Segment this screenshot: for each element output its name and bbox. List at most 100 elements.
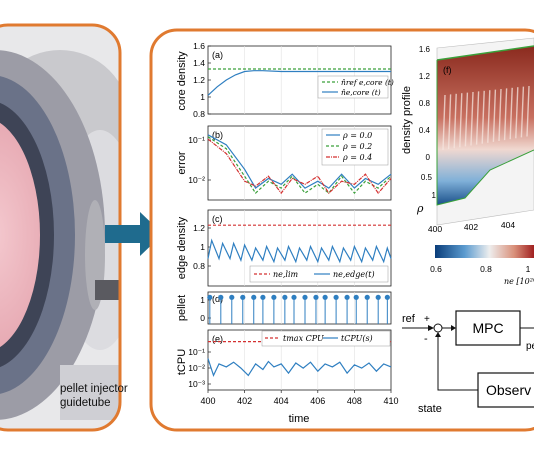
surface-tag: (f) — [443, 65, 452, 75]
surface-streak — [464, 92, 469, 147]
xtick-label-5: 410 — [383, 396, 398, 406]
ytick-label-c-2: 0.8 — [193, 261, 205, 271]
xtick-label-2: 404 — [274, 396, 289, 406]
plot-c: edge density (c) 1.2 1 0.8 ne,lim ne,edge(… — [176, 209, 392, 287]
ytick-label-e-1: 10⁻² — [188, 363, 205, 373]
surface-streak — [481, 90, 485, 144]
pellet-marker — [364, 294, 370, 300]
time-axis: 400 402 404 406 408 410 — [200, 390, 399, 406]
pellet-marker — [282, 294, 288, 300]
ytick-label-c-0: 1.2 — [193, 223, 205, 233]
surface-ylabel: ρ — [416, 202, 424, 215]
pellet-marker — [333, 294, 339, 300]
surface-ztick-2: 0.8 — [419, 99, 431, 108]
surface-streak — [470, 91, 474, 146]
plot-b: error (b) 10⁻¹ 10⁻² ρ = 0.0 ρ = 0.2 ρ = 0… — [176, 125, 392, 201]
pellet-marker — [384, 294, 390, 300]
state-label: state — [418, 403, 442, 415]
surface-ztick-0: 1.6 — [419, 45, 431, 54]
minus-sign: - — [424, 333, 428, 345]
plot-b-legend-2: ρ = 0.4 — [342, 153, 372, 162]
mpc-label: MPC — [472, 320, 503, 336]
pellet-marker — [229, 294, 235, 300]
plot-b-legend-0: ρ = 0.0 — [342, 131, 372, 140]
summing-junction — [433, 323, 443, 333]
colorbar — [435, 245, 534, 258]
ytick-label-e-2: 10⁻³ — [188, 379, 205, 389]
plot-c-tag: (c) — [212, 214, 223, 224]
surface-rho-tick-0: 0.5 — [421, 173, 433, 182]
ytick-label-a-0: 1.6 — [193, 41, 205, 51]
surface-xtick-0: 400 — [428, 224, 442, 234]
surface-streak — [503, 88, 508, 141]
time-series-plots: core density (a) 1.6 1.4 1.2 1 0.8 n̂ref e,c… — [176, 41, 399, 425]
surface-ztick-3: 0.4 — [419, 126, 431, 135]
surface-streak — [475, 91, 480, 145]
tokamak-render — [0, 25, 120, 430]
pellet-marker — [271, 294, 277, 300]
ytick-label-b-1: 10⁻² — [188, 175, 205, 185]
surface-mesh — [437, 46, 534, 205]
plot-a-legend-ref: n̂ref e,core (t) — [341, 78, 394, 87]
colorbar-tick-0: 0.6 — [430, 264, 442, 274]
colorbar-label: ne [10²⁰ — [504, 277, 534, 286]
surface-streak — [520, 86, 525, 138]
pellet-marker — [344, 294, 350, 300]
surface-streak — [447, 94, 452, 150]
pellet-marker — [291, 294, 297, 300]
plot-a-tag: (a) — [212, 50, 223, 60]
xtick-label-4: 408 — [347, 396, 362, 406]
plot-e-legend-cpu: tCPU(s) — [341, 334, 373, 343]
xtick-label-1: 402 — [237, 396, 252, 406]
surface-xtick-2: 404 — [501, 220, 515, 230]
surface-streak — [492, 89, 497, 142]
xtick-label-3: 406 — [310, 396, 325, 406]
surface-streak — [526, 85, 530, 137]
pellet-marker — [375, 294, 381, 300]
ytick-label-d-1: 0 — [200, 313, 205, 323]
control-block-diagram: ref + - MPC pe Observ state — [402, 310, 534, 415]
surface-streak — [442, 94, 446, 151]
series-line-e-1 — [207, 358, 392, 378]
ytick-label-a-2: 1.2 — [193, 75, 205, 85]
ytick-label-a-1: 1.4 — [193, 58, 205, 68]
surface-streak — [453, 93, 457, 149]
plot-a-legend-core: n̂e,core (t) — [341, 88, 381, 97]
pellet-marker — [322, 294, 328, 300]
surface-xtick-1: 402 — [464, 222, 478, 232]
colorbar-tick-2: 1 — [526, 264, 531, 274]
plot-c-ylabel: edge density — [176, 216, 188, 279]
series-line-b-1 — [207, 136, 392, 195]
ytick-label-a-4: 0.8 — [193, 109, 205, 119]
series-line-c-1 — [207, 238, 392, 264]
plot-e-ylabel: tCPU — [176, 349, 188, 375]
series-line-b-2 — [207, 138, 392, 195]
ref-label: ref — [402, 313, 416, 325]
pellet-marker — [240, 294, 246, 300]
plot-d-tag: (d) — [212, 294, 223, 304]
surface-rho-tick-1: 1 — [432, 191, 437, 200]
pellet-marker — [218, 294, 224, 300]
ytick-label-e-0: 10⁻¹ — [188, 347, 205, 357]
surface-streak — [509, 87, 513, 140]
surface-ztick-4: 0 — [426, 153, 431, 162]
pellet-marker — [313, 294, 319, 300]
caption-line-1: pellet injector — [60, 383, 128, 395]
plot-e: tCPU (e) 10⁻¹ 10⁻² 10⁻³ tmax CPU tCPU(s) — [176, 329, 392, 391]
xtick-label-0: 400 — [200, 396, 215, 406]
pellet-marker — [302, 294, 308, 300]
ytick-label-c-1: 1 — [200, 242, 205, 252]
plot-a-ylabel: core density — [176, 51, 188, 111]
surface-streak — [487, 90, 491, 143]
pellet-marker — [251, 294, 257, 300]
plot-b-ylabel: error — [176, 151, 188, 175]
plot-e-tag: (e) — [212, 334, 223, 344]
plot-b-legend-1: ρ = 0.2 — [342, 142, 372, 151]
pellet-marker — [353, 294, 359, 300]
surface-streak — [459, 93, 463, 148]
observer-label: Observ — [486, 382, 531, 398]
plot-d-ylabel: pellet — [176, 295, 188, 321]
pellet-marker — [207, 294, 213, 300]
density-surface-plot: density profile 1.6 1.2 0.8 0.4 0 (f) ρ … — [401, 37, 534, 286]
